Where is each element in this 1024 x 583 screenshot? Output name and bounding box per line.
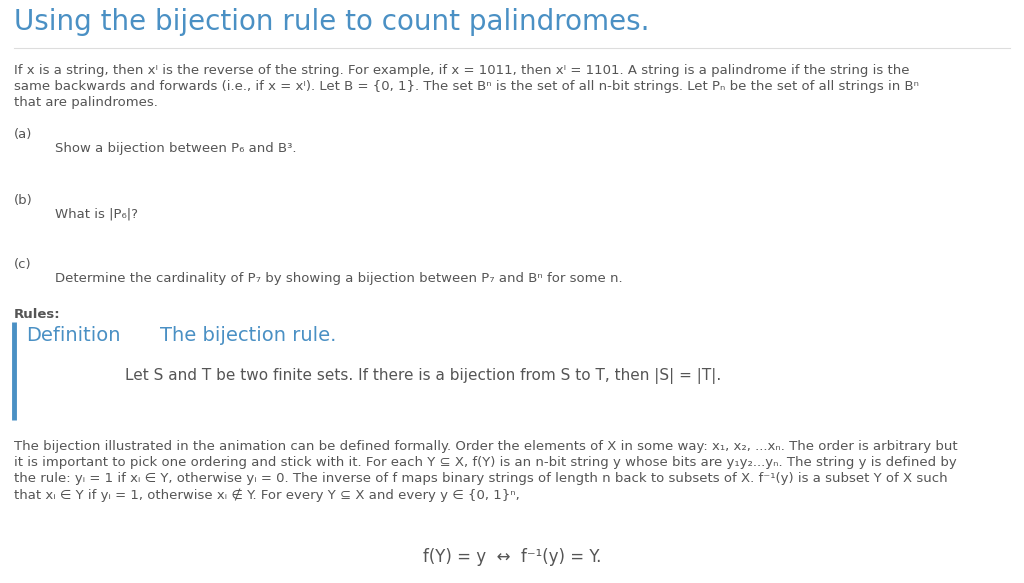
Text: Definition: Definition <box>26 326 121 345</box>
Text: (a): (a) <box>14 128 33 141</box>
Text: it is important to pick one ordering and stick with it. For each Y ⊆ X, f(Y) is : it is important to pick one ordering and… <box>14 456 956 469</box>
Text: (b): (b) <box>14 194 33 207</box>
Text: same backwards and forwards (i.e., if x = xᴵ). Let B = {0, 1}. The set Bⁿ is the: same backwards and forwards (i.e., if x … <box>14 80 919 93</box>
Text: that xᵢ ∈ Y if yᵢ = 1, otherwise xᵢ ∉ Y. For every Y ⊆ X and every y ∈ {0, 1}ⁿ,: that xᵢ ∈ Y if yᵢ = 1, otherwise xᵢ ∉ Y.… <box>14 488 520 501</box>
Text: (c): (c) <box>14 258 32 271</box>
Text: Rules:: Rules: <box>14 308 60 321</box>
Text: The bijection rule.: The bijection rule. <box>160 326 336 345</box>
Text: If x is a string, then xᴵ is the reverse of the string. For example, if x = 1011: If x is a string, then xᴵ is the reverse… <box>14 64 909 77</box>
Text: Let S and T be two finite sets. If there is a bijection from S to T, then |S| = : Let S and T be two finite sets. If there… <box>125 368 721 384</box>
Text: Using the bijection rule to count palindromes.: Using the bijection rule to count palind… <box>14 8 649 36</box>
Text: Determine the cardinality of P₇ by showing a bijection between P₇ and Bⁿ for som: Determine the cardinality of P₇ by showi… <box>55 272 623 285</box>
Text: f(Y) = y  ↔  f⁻¹(y) = Y.: f(Y) = y ↔ f⁻¹(y) = Y. <box>423 548 601 566</box>
Text: What is |P₆|?: What is |P₆|? <box>55 208 138 221</box>
Text: that are palindromes.: that are palindromes. <box>14 96 158 109</box>
Text: the rule: yᵢ = 1 if xᵢ ∈ Y, otherwise yᵢ = 0. The inverse of f maps binary strin: the rule: yᵢ = 1 if xᵢ ∈ Y, otherwise yᵢ… <box>14 472 947 485</box>
Text: The bijection illustrated in the animation can be defined formally. Order the el: The bijection illustrated in the animati… <box>14 440 957 453</box>
Text: Show a bijection between P₆ and B³.: Show a bijection between P₆ and B³. <box>55 142 297 155</box>
